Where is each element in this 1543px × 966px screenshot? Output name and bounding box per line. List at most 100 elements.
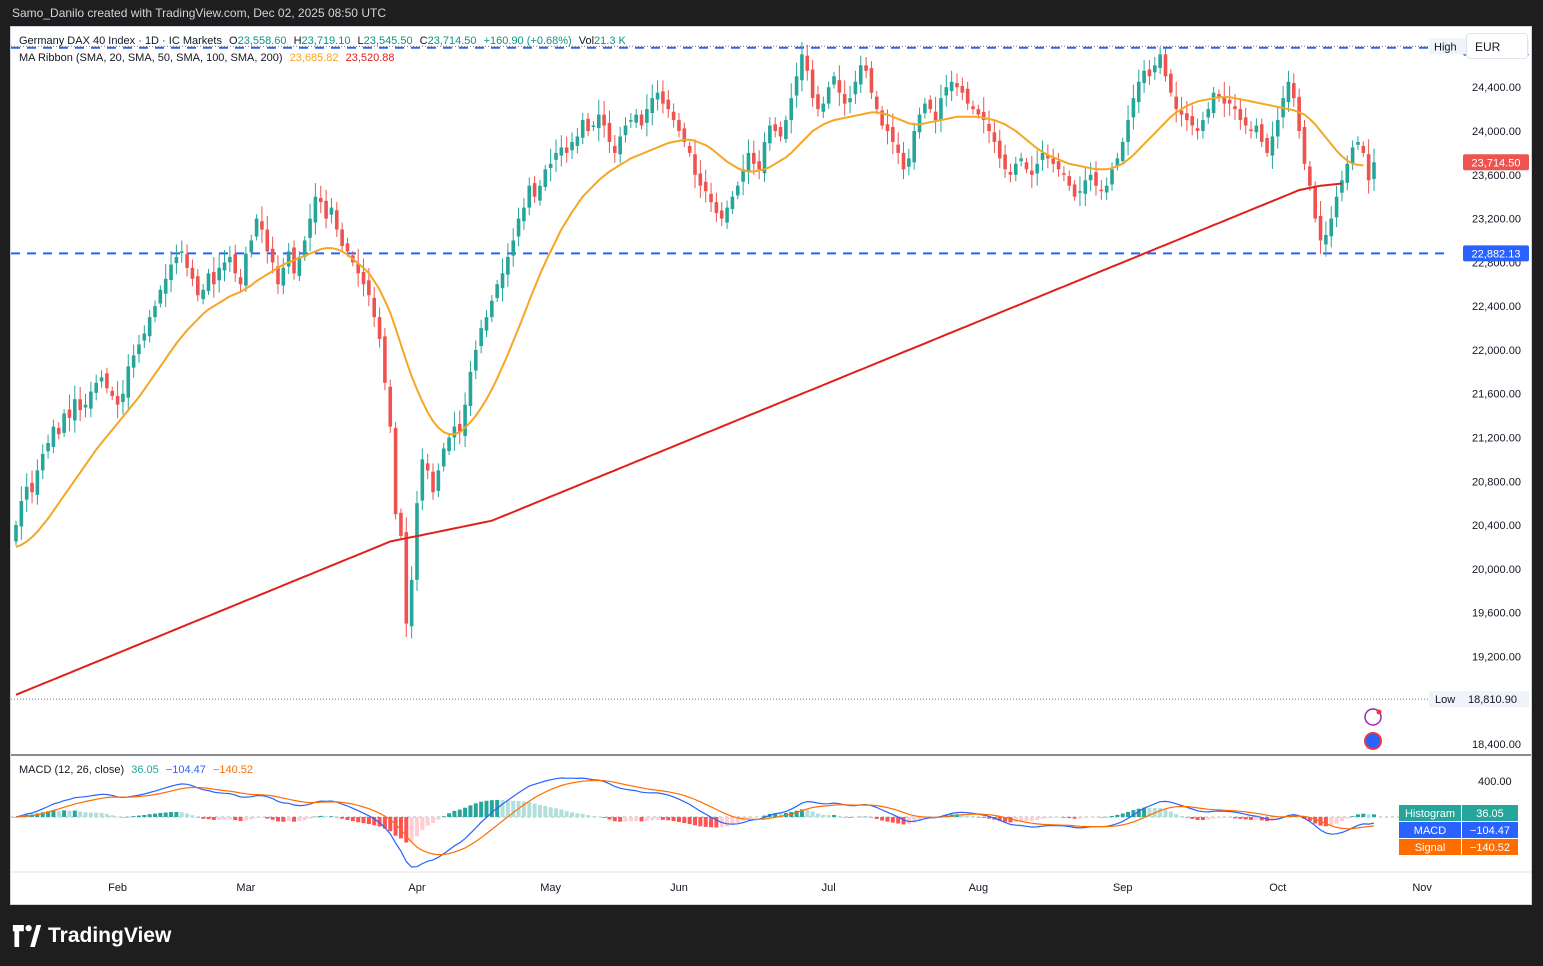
price-tick-label: 20,000.00 [1472,564,1521,576]
macd-hist-bar [1115,814,1120,817]
macd-hist-bar [1270,817,1275,821]
candle-body [1078,191,1082,193]
macd-hist-bar [489,800,494,817]
candles [14,42,1376,639]
macd-hist-bar [1275,817,1280,820]
macd-hist-bar [447,813,452,817]
candle-body [848,98,852,103]
candle [415,490,419,591]
candle [778,121,783,142]
candle-body [249,240,254,253]
macd-hist-bar [243,817,248,821]
candle-body [1308,166,1312,186]
candle [334,201,339,238]
candle [457,410,462,445]
candle-body [1142,70,1146,84]
candle [671,103,676,128]
macd-hist-bar [864,816,869,818]
macd-hist-bar [473,803,478,817]
candle-body [142,333,147,341]
candle-body [195,276,200,296]
macd-hist-bar [634,817,639,822]
macd-hist-bar [762,815,767,817]
candle-body [933,111,938,121]
candle-body [1366,154,1371,181]
candle-body [1072,184,1077,197]
candle [666,90,671,118]
candle [388,379,393,433]
candle [709,182,713,213]
candle-body [955,83,959,88]
candle-body [874,96,879,110]
macd-hist-bar [1249,817,1254,820]
macd-hist-bar [398,817,403,839]
candle-body [244,253,248,286]
macd-hist-bar [115,816,120,818]
candle-body [254,218,259,237]
macd-hist-bar [1093,817,1098,818]
time-tick-label: Feb [108,882,127,894]
candle-body [286,251,291,267]
macd-hist-bar [345,817,350,820]
low-value: 23,545.50 [363,35,413,47]
candle-body [1297,96,1301,131]
candle-body [987,123,991,131]
candle [826,81,831,109]
candle [452,411,457,451]
candle [99,370,104,388]
candle [618,126,622,163]
macd-hist-bar [1131,810,1136,817]
candle [404,517,409,638]
candle [62,409,66,437]
candle [490,294,494,323]
candle-body [821,103,826,112]
candle [1313,181,1317,223]
macd-hist-bar [1254,817,1259,820]
candle-body [650,98,655,114]
candle-body [270,248,275,263]
candle [1308,160,1312,191]
candle-body [1088,174,1093,181]
macd-hist-bar [1099,817,1104,818]
chart-frame[interactable]: 24,400.00 24,000.00 23,600.00 23,200.00 22,8… [10,26,1532,905]
candle [14,520,18,546]
currency-button[interactable]: EUR [1466,33,1528,59]
candle [83,393,88,418]
macd-hist-bar [971,816,976,817]
macd-hist-bar [436,817,441,820]
candle [308,203,312,252]
candle-body [484,317,489,331]
time-tick-label: Apr [408,882,425,894]
chart-svg[interactable]: 24,400.00 24,000.00 23,600.00 23,200.00 22,8… [11,27,1531,904]
price-tick-label: 22,000.00 [1472,345,1521,357]
candle [768,117,772,151]
candle-body [1035,163,1039,174]
macd-hist-bar [1206,817,1211,820]
candle-body [778,127,783,137]
macd-label: MACD (12, 26, close) [19,764,125,776]
ma-label: MA Ribbon (SMA, 20, SMA, 50, SMA, 100, S… [19,52,283,64]
price-tick-label: 19,600.00 [1472,608,1521,620]
candle-body [762,141,767,174]
candle [800,42,804,92]
macd-hist-bar [1366,814,1371,817]
candle-body [94,382,98,393]
macd-hist-bar [623,817,628,822]
candle [554,139,558,173]
candle-body [404,532,409,624]
macd-hist-bar [521,801,526,817]
macd-hist-bar [388,817,393,832]
candle [201,284,205,305]
candle-body [1104,185,1109,193]
candle [40,444,45,480]
candle [1350,140,1355,171]
candle-body [623,125,628,136]
candle-body [334,210,339,230]
price-tick-label: 19,200.00 [1472,651,1521,663]
candle-body [1120,141,1125,161]
candle [121,380,125,415]
macd-hist-bar [62,810,67,817]
macd-hist-bar [591,816,596,817]
macd-hist-bar [805,809,810,817]
macd-hist-bar [185,813,190,817]
